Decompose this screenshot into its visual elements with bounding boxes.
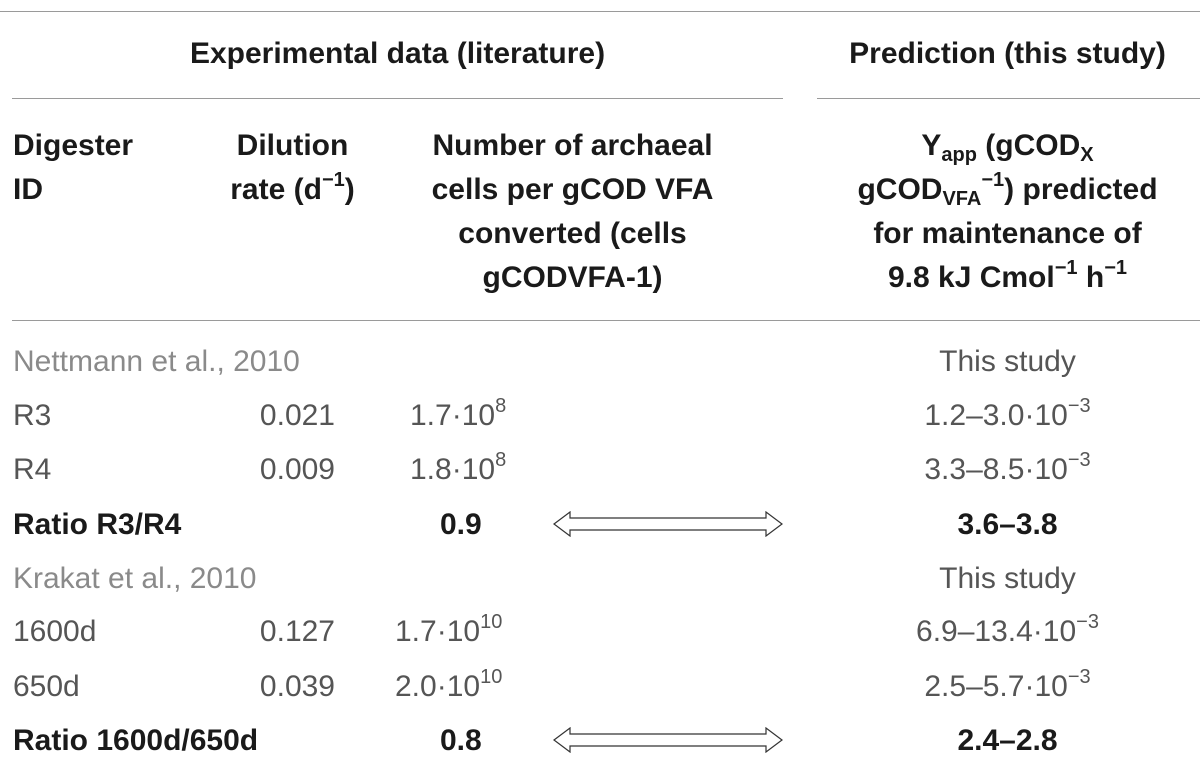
col-header-archaeal-cells: Number of archaeal cells per gCOD VFA co… xyxy=(431,129,714,294)
group-header-experimental: Experimental data (literature) xyxy=(189,37,606,70)
double-arrow-icon xyxy=(553,511,783,537)
dilution-rate: 0.127 xyxy=(259,615,335,648)
ratio-label: Ratio 1600d/650d xyxy=(13,724,259,757)
dilution-rate: 0.039 xyxy=(259,670,335,703)
ratio-experimental: 0.8 xyxy=(440,724,482,757)
prediction-source-2: This study xyxy=(939,562,1076,595)
digester-id: 1600d xyxy=(13,615,97,648)
archaeal-cells: 1.7·108 xyxy=(410,395,507,432)
col-header-digester-id: Digester ID xyxy=(13,129,134,206)
section-source-krakat: Krakat et al., 2010 xyxy=(13,562,257,595)
experimental-group-rule xyxy=(12,98,783,99)
header-bottom-rule xyxy=(12,320,1200,321)
section-source-nettmann: Nettmann et al., 2010 xyxy=(13,345,300,378)
dilution-rate: 0.021 xyxy=(259,399,335,432)
digester-id: 650d xyxy=(13,670,80,703)
archaeal-cells: 2.0·1010 xyxy=(395,666,503,703)
prediction-source-1: This study xyxy=(939,345,1076,378)
ratio-predicted: 3.6–3.8 xyxy=(957,508,1058,541)
archaeal-cells: 1.8·108 xyxy=(410,449,507,486)
yapp-prediction: 3.3–8.5·10−3 xyxy=(924,449,1091,486)
yapp-prediction: 6.9–13.4·10−3 xyxy=(916,611,1099,648)
ratio-experimental: 0.9 xyxy=(440,508,482,541)
digester-id: R3 xyxy=(13,399,52,432)
archaeal-cells: 1.7·1010 xyxy=(395,611,503,648)
group-header-prediction: Prediction (this study) xyxy=(849,37,1166,70)
digester-id: R4 xyxy=(13,453,52,486)
prediction-group-rule xyxy=(817,98,1200,99)
col-header-yapp: Yapp (gCODX gCODVFA−1) predicted for mai… xyxy=(857,129,1158,294)
top-rule xyxy=(0,11,1200,12)
ratio-predicted: 2.4–2.8 xyxy=(957,724,1058,757)
col-header-dilution-rate: Dilution rate (d−1) xyxy=(230,129,355,206)
yapp-prediction: 1.2–3.0·10−3 xyxy=(924,395,1091,432)
ratio-label: Ratio R3/R4 xyxy=(13,508,182,541)
yapp-prediction: 2.5–5.7·10−3 xyxy=(924,666,1091,703)
dilution-rate: 0.009 xyxy=(259,453,335,486)
double-arrow-icon xyxy=(553,727,783,753)
